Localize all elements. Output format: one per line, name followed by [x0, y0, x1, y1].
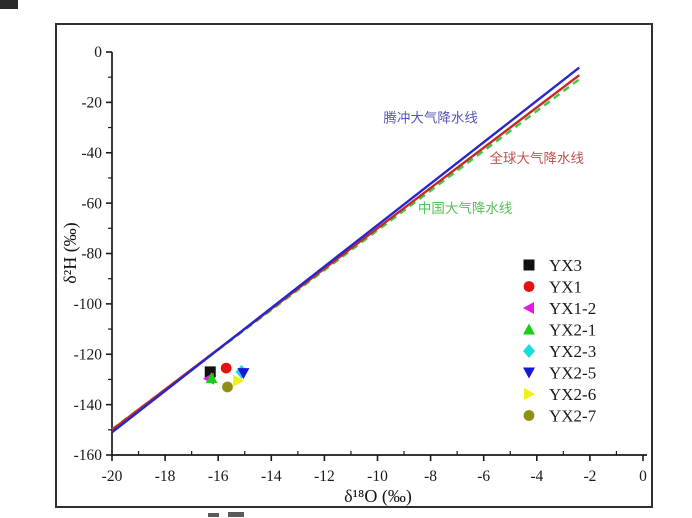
x-tick-label: -4	[530, 468, 543, 485]
legend-label-YX2-1: YX2-1	[549, 320, 596, 339]
mwl-line-0	[111, 66, 581, 434]
legend: YX3 YX1 YX1-2 YX2-1 YX2-3 YX2-5 YX2-6 YX2-7	[523, 256, 597, 425]
x-tick-label: -10	[367, 468, 388, 485]
mwl-label-1: 全球大气降水线	[490, 150, 585, 167]
legend-item-YX1: YX1	[523, 277, 582, 296]
data-point-YX2-1	[205, 372, 218, 384]
legend-item-YX2-7: YX2-7	[523, 406, 597, 425]
legend-item-YX1-2: YX1-2	[523, 299, 596, 318]
y-axis-ticks: 0 -20 -40 -60 -80 -100 -120 -140 -160	[74, 44, 112, 464]
data-point-YX2-7	[222, 381, 233, 393]
x-tick-label: -16	[208, 468, 229, 485]
legend-label-YX2-5: YX2-5	[549, 363, 596, 382]
data-points	[202, 362, 250, 393]
x-tick-label: -20	[102, 468, 123, 485]
legend-item-YX2-6: YX2-6	[524, 385, 596, 404]
x-tick-label: -18	[155, 468, 176, 485]
legend-marker-YX2-6	[524, 388, 535, 400]
legend-label-YX1-2: YX1-2	[549, 299, 596, 318]
y-axis-title: δ²H (‰)	[60, 222, 80, 284]
legend-label-YX1: YX1	[549, 277, 582, 296]
data-point-YX3	[204, 366, 216, 378]
y-tick-label: -100	[74, 296, 103, 313]
legend-item-YX2-3: YX2-3	[523, 342, 596, 361]
y-tick-label: -120	[74, 346, 103, 363]
legend-label-YX2-6: YX2-6	[549, 385, 596, 404]
legend-item-YX2-5: YX2-5	[523, 363, 596, 382]
caption-fragment-mark	[228, 512, 244, 517]
legend-item-YX2-1: YX2-1	[523, 320, 596, 339]
mwl-label-0: 腾冲大气降水线	[383, 110, 478, 127]
legend-marker-YX3	[523, 259, 535, 271]
y-tick-label: -80	[81, 246, 102, 263]
data-point-YX1	[220, 362, 232, 374]
data-point-YX2-6	[233, 374, 245, 387]
x-tick-label: 0	[639, 468, 647, 485]
legend-label-YX2-7: YX2-7	[549, 406, 597, 425]
caption-fragment	[208, 512, 268, 518]
y-tick-label: -20	[81, 95, 102, 112]
y-tick-label: -60	[81, 195, 102, 212]
legend-label-YX2-3: YX2-3	[549, 342, 596, 361]
screen-edge-artifact	[0, 0, 18, 9]
x-tick-label: -14	[261, 468, 282, 485]
x-axis-title: δ¹⁸O (‰)	[344, 486, 412, 506]
x-axis-ticks: -20 -18 -16 -14 -12 -10 -8 -6 -4 -2 0	[102, 451, 647, 485]
x-tick-label: -12	[314, 468, 335, 485]
legend-marker-YX1	[523, 281, 535, 292]
x-tick-label: -6	[477, 468, 490, 485]
y-tick-label: 0	[94, 44, 102, 61]
x-tick-label: -8	[424, 468, 437, 485]
legend-marker-YX2-1	[523, 323, 535, 335]
legend-marker-YX2-5	[523, 367, 535, 379]
legend-marker-YX2-7	[523, 410, 535, 421]
legend-marker-YX2-3	[523, 344, 535, 358]
caption-fragment-mark	[208, 513, 219, 517]
legend-label-YX3: YX3	[549, 256, 582, 275]
legend-item-YX3: YX3	[523, 256, 582, 275]
legend-marker-YX1-2	[523, 302, 534, 314]
y-tick-label: -160	[74, 447, 103, 464]
figure-border	[55, 23, 653, 508]
mwl-label-2: 中国大气降水线	[418, 201, 513, 217]
y-tick-label: -140	[74, 397, 103, 414]
x-tick-label: -2	[583, 468, 596, 485]
data-point-YX2-5	[237, 368, 250, 380]
y-tick-label: -40	[81, 145, 102, 162]
